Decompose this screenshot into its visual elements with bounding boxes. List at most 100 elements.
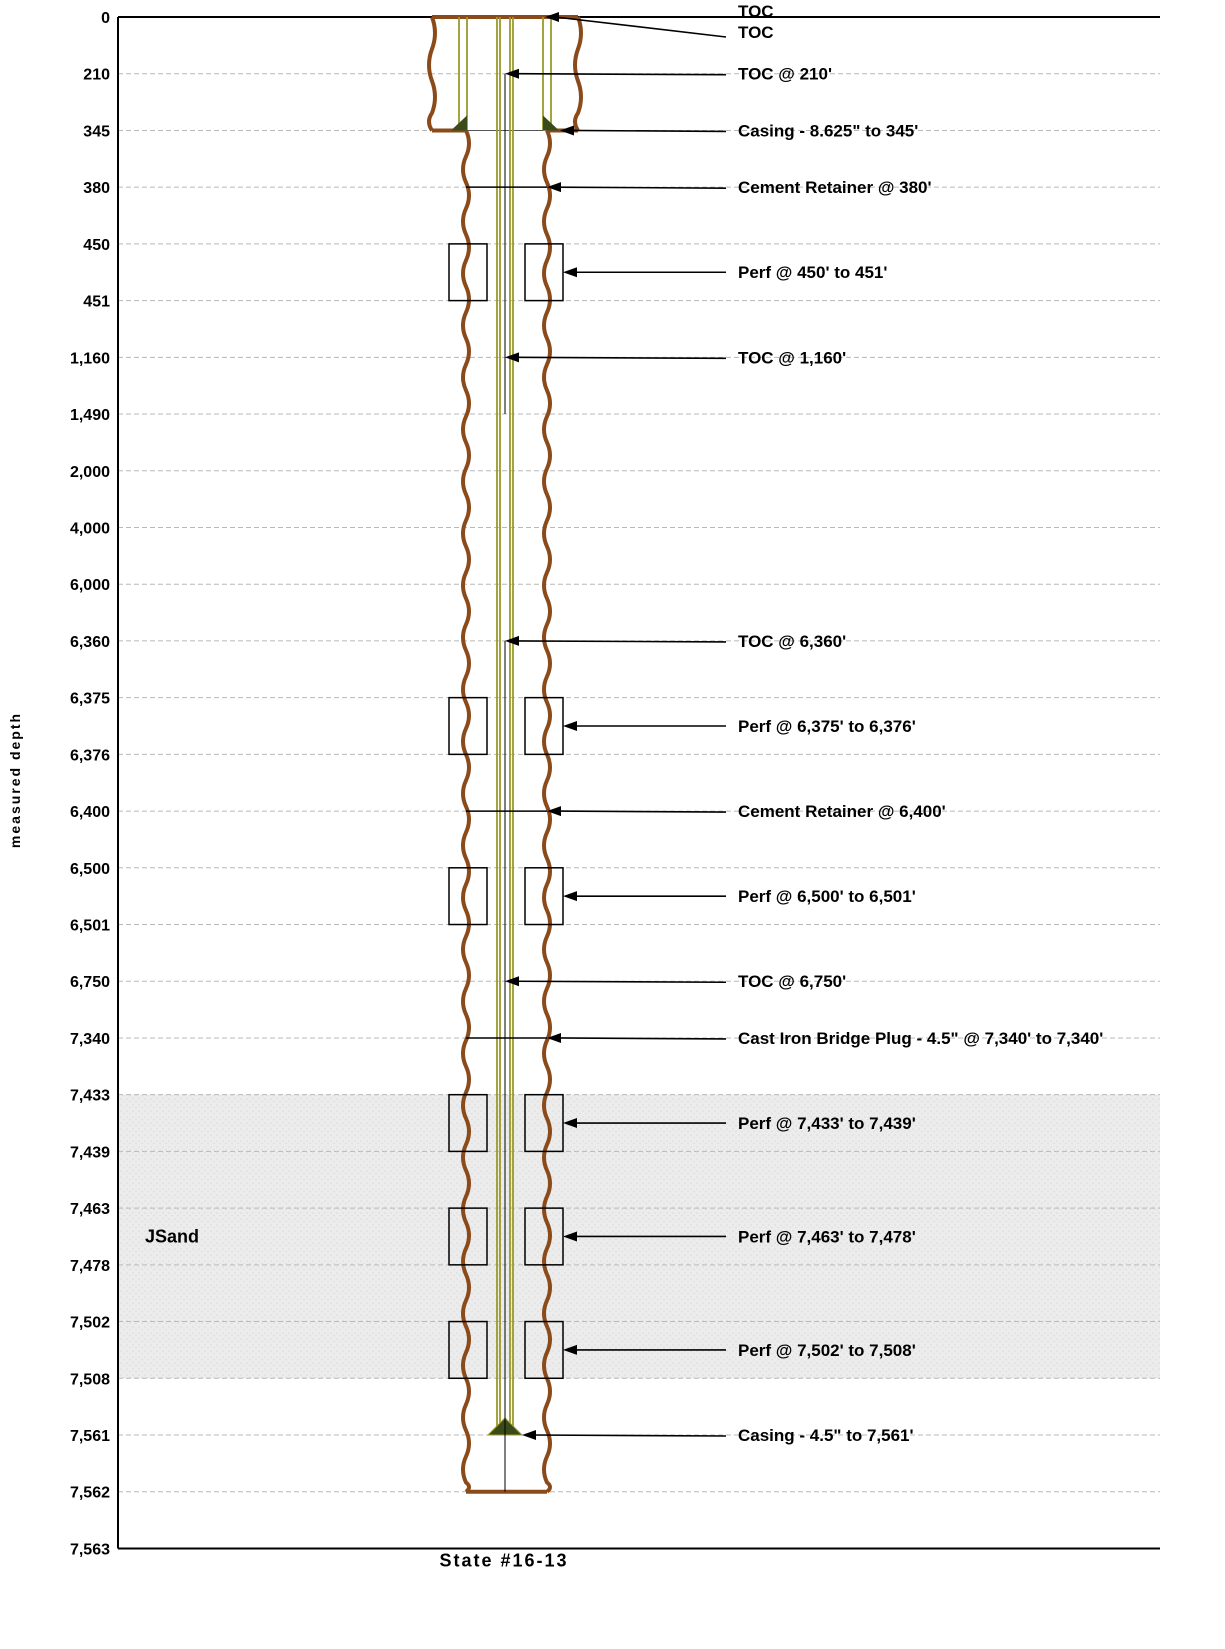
depth-tick-label: 450	[83, 237, 110, 254]
depth-tick-label: 6,400	[70, 804, 110, 821]
depth-tick-label: 6,750	[70, 974, 110, 991]
leader-line	[554, 16, 727, 38]
perforation-box-left	[448, 243, 488, 302]
perforation-box-left	[448, 1207, 488, 1266]
leader-line	[514, 356, 727, 360]
main-hole-right-wall	[542, 129, 552, 1494]
annotation-label: Cast Iron Bridge Plug - 4.5" @ 7,340' to…	[738, 1029, 1103, 1048]
arrowhead	[505, 976, 519, 987]
annotation-perf-6500: Perf @ 6,500' to 6,501'	[563, 887, 916, 906]
arrowhead	[560, 125, 574, 136]
perforation-box-left	[448, 1320, 488, 1380]
depth-tick-label: 7,562	[70, 1485, 110, 1502]
annotation-label: TOC @ 6,750'	[738, 972, 846, 991]
leader-line	[556, 1037, 727, 1040]
arrowhead	[547, 806, 561, 817]
annotation-label: TOC @ 6,360'	[738, 632, 846, 651]
depth-tick-label: 2,000	[70, 464, 110, 481]
annotation-cement-retainer-380: Cement Retainer @ 380'	[547, 178, 932, 197]
leader-line	[556, 810, 727, 813]
leader-line	[569, 129, 727, 133]
annotation-label: Cement Retainer @ 380'	[738, 178, 932, 197]
depth-tick-label: 345	[83, 123, 110, 140]
y-axis-title: measured depth	[7, 712, 23, 848]
annotation-label: Perf @ 7,433' to 7,439'	[738, 1114, 916, 1133]
formation-label: JSand	[145, 1226, 199, 1246]
annotation-label: Perf @ 7,502' to 7,508'	[738, 1341, 916, 1360]
annotation-label: TOC	[738, 2, 774, 21]
surface-hole-right-wall	[573, 16, 583, 132]
annotation-label: Perf @ 6,500' to 6,501'	[738, 887, 916, 906]
leader-line	[514, 980, 727, 984]
depth-tick-label: 7,508	[70, 1371, 110, 1388]
depth-tick-label: 6,000	[70, 577, 110, 594]
leader-line	[514, 72, 727, 76]
annotation-toc-1160: TOC @ 1,160'	[505, 348, 846, 367]
arrowhead	[547, 182, 561, 193]
annotation-cement-retainer-6400: Cement Retainer @ 6,400'	[547, 802, 946, 821]
well-name: State #16-13	[439, 1550, 568, 1570]
depth-tick-label: 6,375	[70, 691, 110, 708]
annotation-label: Casing - 4.5" to 7,561'	[738, 1426, 914, 1445]
annotation-label: Perf @ 6,375' to 6,376'	[738, 717, 916, 736]
annotation-perf-7433: Perf @ 7,433' to 7,439'	[563, 1114, 916, 1133]
depth-tick-label: 7,463	[70, 1201, 110, 1218]
annotation-perf-7502: Perf @ 7,502' to 7,508'	[563, 1341, 916, 1360]
arrowhead	[505, 68, 519, 79]
depth-tick-label: 6,376	[70, 747, 110, 764]
surface-hole-left-wall	[427, 16, 437, 132]
arrowhead	[505, 635, 519, 646]
depth-tick-label: 1,160	[70, 350, 110, 367]
perforation-box-left	[448, 696, 488, 756]
annotation-label: Cement Retainer @ 6,400'	[738, 802, 946, 821]
depth-tick-label: 6,501	[70, 918, 110, 935]
annotation-label: TOC @ 1,160'	[738, 348, 846, 367]
arrowhead	[563, 267, 577, 278]
depth-tick-label: 7,478	[70, 1258, 110, 1275]
annotation-toc-6360: TOC @ 6,360'	[505, 632, 846, 651]
depth-tick-label: 1,490	[70, 407, 110, 424]
depth-tick-label: 451	[83, 294, 110, 311]
annotation-perf-7463: Perf @ 7,463' to 7,478'	[563, 1227, 916, 1246]
depth-tick-label: 7,340	[70, 1031, 110, 1048]
annotation-perf-450: Perf @ 450' to 451'	[563, 263, 887, 282]
arrowhead	[563, 1344, 577, 1355]
arrowhead	[563, 1118, 577, 1129]
depth-tick-label: 7,561	[70, 1428, 110, 1445]
arrowhead	[522, 1430, 536, 1440]
leader-line	[514, 640, 727, 643]
annotation-casing-surface: Casing - 8.625" to 345'	[560, 121, 918, 140]
annotation-casing-production: Casing - 4.5" to 7,561'	[522, 1426, 914, 1445]
leader-line	[531, 1434, 727, 1437]
annotation-bridge-plug-7340: Cast Iron Bridge Plug - 4.5" @ 7,340' to…	[547, 1029, 1103, 1048]
annotation-toc-210: TOC @ 210'	[505, 65, 832, 84]
annotation-toc-6750: TOC @ 6,750'	[505, 972, 846, 991]
arrowhead	[563, 721, 577, 731]
annotation-label: TOC @ 210'	[738, 65, 832, 84]
perforation-box-left	[448, 867, 488, 926]
depth-tick-label: 210	[83, 67, 110, 84]
annotation-perf-6375: Perf @ 6,375' to 6,376'	[563, 717, 916, 736]
perforation-box-left	[448, 1093, 488, 1153]
arrowhead	[545, 12, 559, 22]
arrowhead	[563, 1231, 577, 1242]
depth-tick-label: 7,563	[70, 1541, 110, 1558]
annotation-label: Casing - 8.625" to 345'	[738, 121, 918, 140]
depth-tick-label: 4,000	[70, 520, 110, 537]
leader-line	[556, 186, 727, 189]
surface-casing-shoe-right	[543, 115, 559, 131]
arrowhead	[505, 352, 519, 363]
depth-tick-label: 7,502	[70, 1315, 110, 1332]
main-hole-left-wall	[461, 129, 471, 1494]
annotation-label: Perf @ 450' to 451'	[738, 263, 887, 282]
depth-tick-label: 380	[83, 180, 110, 197]
arrowhead	[547, 1032, 561, 1043]
depth-tick-label: 6,500	[70, 861, 110, 878]
surface-casing-shoe-left	[451, 115, 467, 131]
depth-tick-label: 6,360	[70, 634, 110, 651]
depth-tick-label: 7,433	[70, 1088, 110, 1105]
depth-tick-label: 7,439	[70, 1144, 110, 1161]
depth-tick-label: 0	[101, 10, 110, 27]
annotation-toc-surface: TOC TOC	[545, 2, 774, 42]
